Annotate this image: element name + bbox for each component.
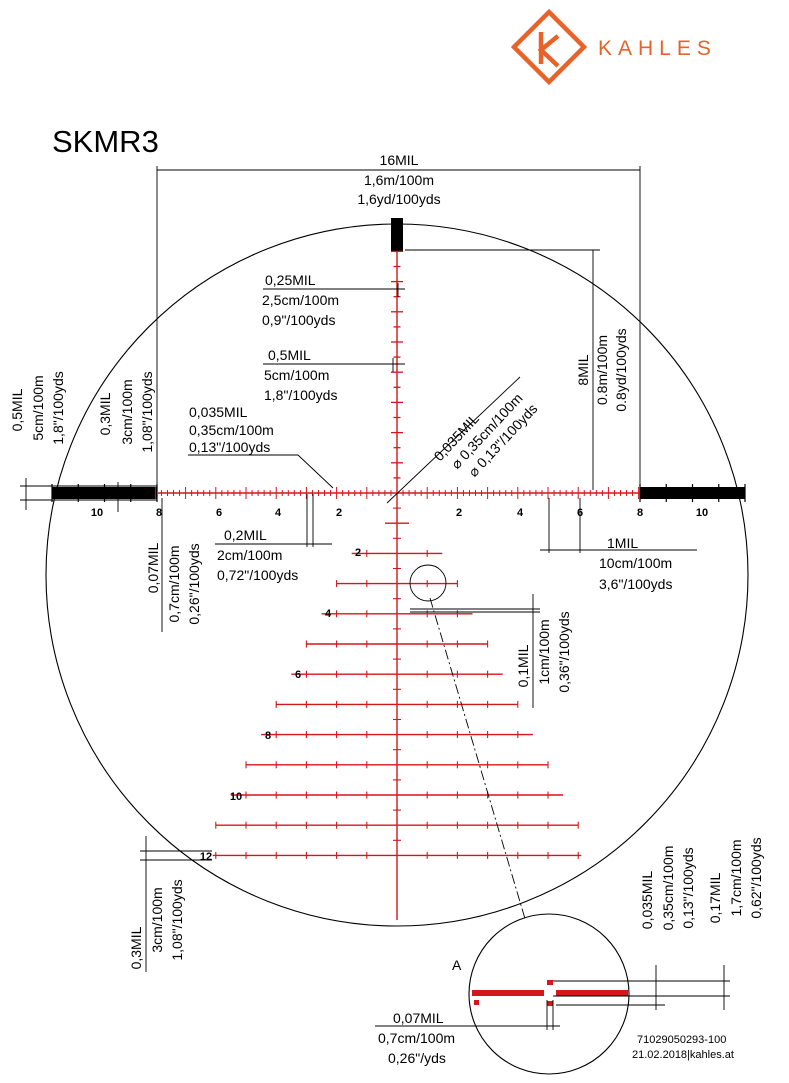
vdim-007-imperial: 0,26"/100yds (186, 543, 202, 624)
brand-wordmark: KAHLES (598, 37, 717, 60)
dim-02-mil: 0,2MIL (224, 527, 267, 543)
axis-label-right-10: 10 (696, 507, 708, 519)
vdim-017-metric: 1,7cm/100m (728, 839, 744, 916)
vdim-05-imperial: 1,8"/100yds (50, 371, 66, 444)
dim-0035-imperial: 0,13"/100yds (189, 439, 270, 455)
axis-label-down-12: 12 (200, 851, 212, 863)
vdim-01-imperial: 0,36"/100yds (556, 611, 572, 692)
vdim-03b-imperial: 1,08"/100yds (169, 879, 185, 960)
vdim-01-mil: 0,1MIL (515, 644, 531, 687)
detail-view-a: A (375, 913, 730, 1075)
overall-width-imperial: 1,6yd/100yds (357, 191, 440, 207)
axis-label-down-6: 6 (295, 669, 301, 681)
top-thick-post (391, 218, 403, 251)
axis-label-down-10: 10 (230, 791, 242, 803)
reticle-title: SKMR3 (52, 124, 159, 159)
vdim-007-metric: 0,7cm/100m (166, 545, 182, 622)
dim-0035-metric: 0,35cm/100m (189, 422, 274, 438)
vdim-03-imperial: 1,08"/100yds (139, 371, 155, 452)
dim-8-mil: 8MIL (575, 354, 591, 385)
vdim-01-metric: 1cm/100m (536, 619, 552, 684)
dimension-lines (20, 166, 697, 994)
dim-05-metric: 5cm/100m (264, 367, 329, 383)
dim-1-metric: 10cm/100m (599, 555, 672, 571)
drawing-code: 71029050293-100 (637, 1034, 726, 1046)
dim-025-metric: 2,5cm/100m (262, 292, 339, 308)
detail-label-a: A (452, 957, 462, 973)
dim-007b-imperial: 0,26"/yds (388, 1050, 446, 1066)
axis-label-left-2: 2 (336, 507, 342, 519)
dim-025-imperial: 0,9"/100yds (262, 312, 335, 328)
vdim-0035-metric: 0,35cm/100m (660, 846, 676, 931)
horizontal-axis-labels: 10 8 6 4 2 2 4 6 8 10 (91, 507, 708, 519)
dim-007b-mil: 0,07MIL (393, 1010, 444, 1026)
overall-width-mil: 16MIL (380, 152, 419, 168)
axis-label-left-10: 10 (91, 507, 103, 519)
dim-1-imperial: 3,6"/100yds (599, 576, 672, 592)
axis-label-right-4: 4 (517, 507, 524, 519)
dim-05-imperial: 1,8"/100yds (264, 387, 337, 403)
vdim-0035-mil: 0,035MIL (639, 871, 655, 930)
kahles-logo-mark (510, 8, 588, 86)
vdim-05-metric: 5cm/100m (30, 375, 46, 440)
dim-05-mil: 0,5MIL (268, 347, 311, 363)
axis-label-right-8: 8 (637, 507, 643, 519)
vdim-007-mil: 0,07MIL (145, 542, 161, 593)
vdim-017-imperial: 0,62"/100yds (748, 837, 764, 918)
vdim-017-mil: 0,17MIL (707, 872, 723, 923)
vdim-03-metric: 3cm/100m (119, 379, 135, 444)
dim-8-metric: 0.8m/100m (594, 335, 610, 405)
axis-label-left-8: 8 (156, 507, 162, 519)
vdim-05-mil: 0,5MIL (9, 388, 25, 431)
kahles-logo: KAHLES (510, 8, 717, 86)
axis-label-down-8: 8 (265, 730, 271, 742)
dim-007b-metric: 0,7cm/100m (378, 1030, 455, 1046)
vdim-03-mil: 0,3MIL (97, 392, 113, 435)
overall-width-metric: 1,6m/100m (364, 172, 434, 188)
dim-0035-mil: 0,035MIL (189, 404, 248, 420)
axis-label-left-6: 6 (216, 507, 222, 519)
dim-02-metric: 2cm/100m (217, 547, 282, 563)
axis-label-right-2: 2 (456, 507, 462, 519)
axis-label-left-4: 4 (275, 507, 282, 519)
dim-8-imperial: 0.8yd/100yds (613, 328, 629, 411)
axis-label-down-2: 2 (355, 547, 361, 559)
vdim-03b-mil: 0,3MIL (128, 926, 144, 969)
vdim-03b-metric: 3cm/100m (149, 887, 165, 952)
dim-025-mil: 0,25MIL (265, 272, 316, 288)
axis-label-down-4: 4 (325, 608, 332, 620)
dim-02-imperial: 0,72"/100yds (217, 567, 298, 583)
reticle (51, 218, 746, 920)
drawing-date: 21.02.2018|kahles.at (632, 1049, 734, 1061)
vdim-0035-imperial: 0,13"/100yds (680, 847, 696, 928)
dim-1-mil: 1MIL (607, 535, 638, 551)
